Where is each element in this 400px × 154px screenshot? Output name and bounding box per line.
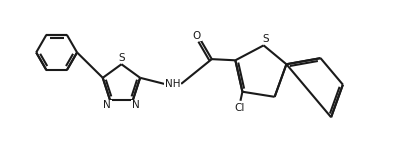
Text: Cl: Cl [234,103,244,113]
Text: O: O [193,30,201,41]
Text: S: S [118,53,125,63]
Text: N: N [132,100,140,110]
Text: NH: NH [165,79,180,89]
Text: S: S [262,34,268,44]
Text: N: N [103,100,111,110]
